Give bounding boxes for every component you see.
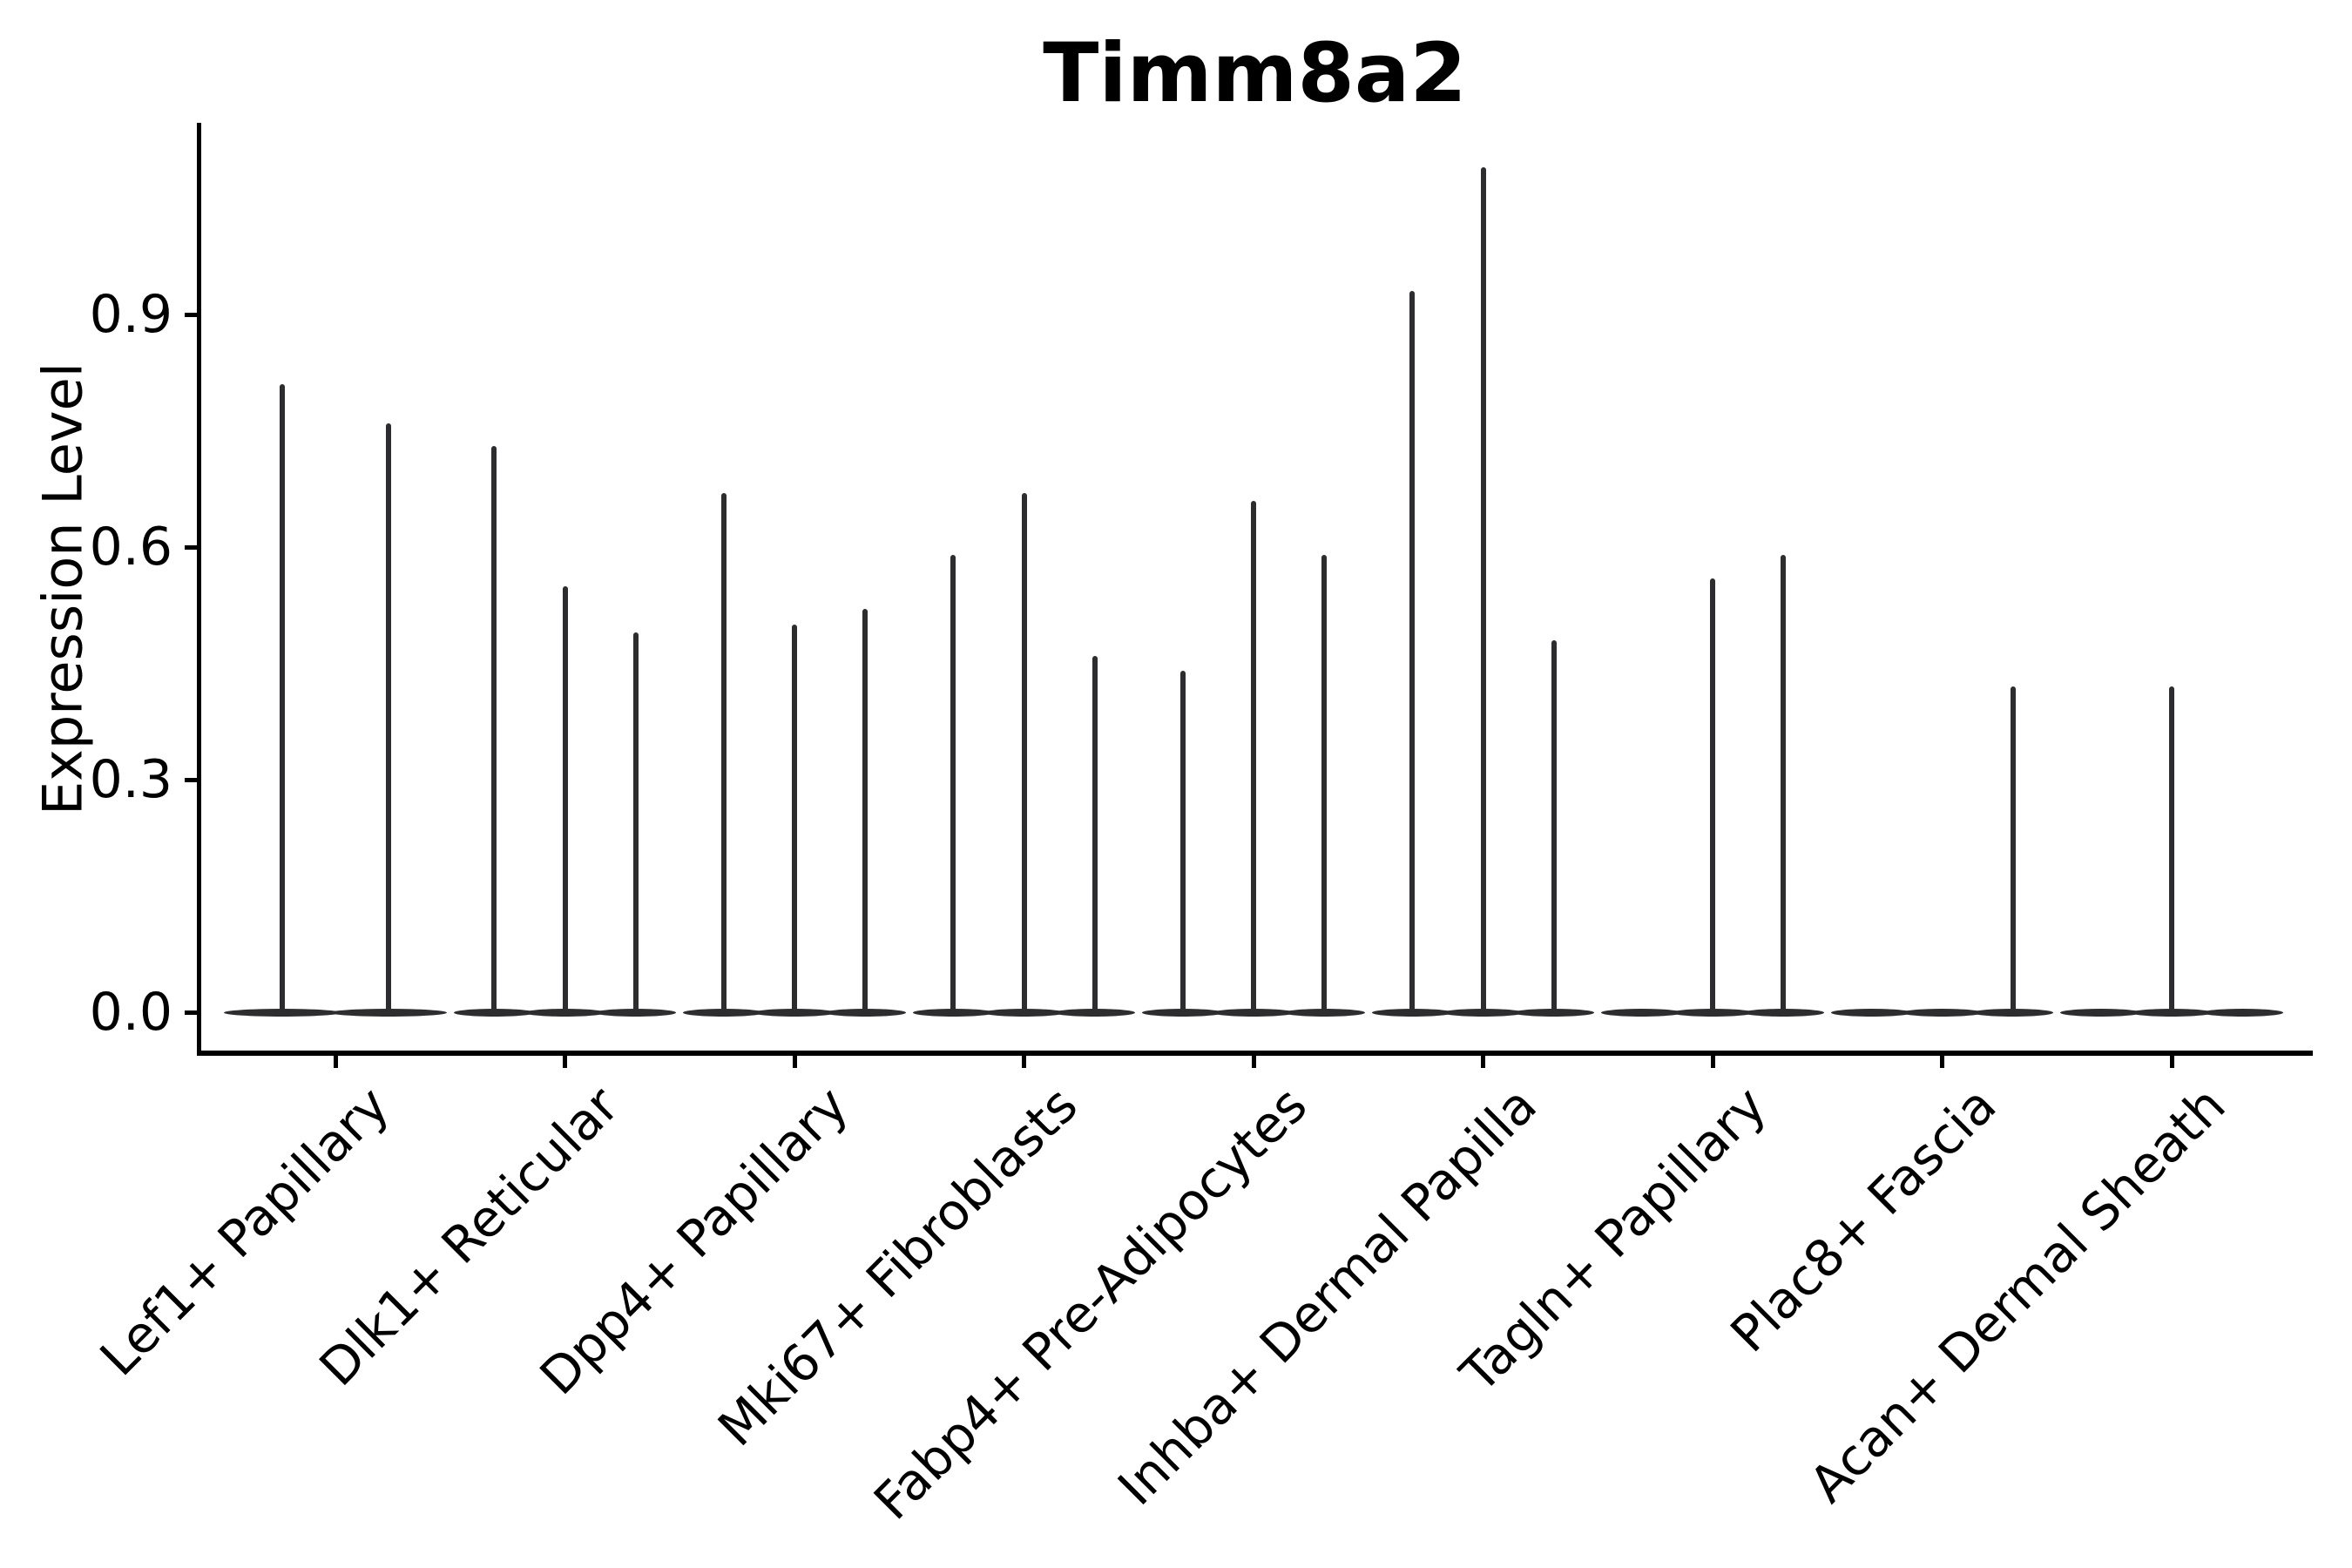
violin-baseline xyxy=(1213,1008,1294,1017)
chart-title: Timm8a2 xyxy=(1043,26,1467,121)
violin-spike xyxy=(1480,166,1486,1012)
violin-spike xyxy=(386,422,391,1012)
violin-baseline xyxy=(1830,1008,1912,1017)
violin-spike xyxy=(1021,492,1027,1012)
violin-spike xyxy=(562,585,568,1012)
x-tick-label: Fabp4+ Pre-Adipocytes xyxy=(862,1075,1319,1531)
violin-baseline xyxy=(1972,1008,2054,1017)
y-tick-label: 0.9 xyxy=(89,284,172,345)
y-tick xyxy=(185,777,197,782)
violin-baseline xyxy=(1672,1008,1754,1017)
y-tick-label: 0.3 xyxy=(89,749,172,810)
x-tick xyxy=(792,1056,797,1068)
violin-baseline xyxy=(912,1008,994,1017)
violin-baseline xyxy=(1054,1008,1136,1017)
y-tick xyxy=(185,1010,197,1015)
violin-baseline xyxy=(2201,1008,2283,1017)
y-tick xyxy=(185,312,197,317)
violin-spike xyxy=(2169,686,2174,1012)
x-tick-label: Inhba+ Dermal Papilla xyxy=(1106,1075,1549,1517)
violin-baseline xyxy=(2060,1008,2142,1017)
violin-baseline xyxy=(330,1008,447,1017)
violin-baseline xyxy=(453,1008,535,1017)
violin-spike xyxy=(2010,686,2016,1012)
violin-baseline xyxy=(824,1008,906,1017)
y-tick-label: 0.0 xyxy=(89,982,172,1043)
violin-baseline xyxy=(1513,1008,1595,1017)
violin-spike xyxy=(792,625,797,1012)
violin-spike xyxy=(950,554,956,1012)
x-tick xyxy=(1022,1056,1026,1068)
violin-spike xyxy=(1251,500,1256,1012)
x-tick xyxy=(2169,1056,2174,1068)
violin-baseline xyxy=(1901,1008,1984,1017)
violin-baseline xyxy=(1601,1008,1683,1017)
x-tick xyxy=(1710,1056,1715,1068)
violin-baseline xyxy=(983,1008,1065,1017)
violin-spike xyxy=(1092,655,1098,1012)
violin-spike xyxy=(1179,671,1186,1012)
violin-baseline xyxy=(1142,1008,1224,1017)
y-tick xyxy=(185,544,197,550)
x-tick xyxy=(1940,1056,1944,1068)
violin-spike xyxy=(491,446,497,1012)
violin-spike xyxy=(1321,554,1328,1012)
x-tick xyxy=(563,1056,567,1068)
violin-baseline xyxy=(1742,1008,1824,1017)
y-axis-spine xyxy=(197,123,201,1056)
violin-baseline xyxy=(595,1008,677,1017)
x-tick xyxy=(1251,1056,1256,1068)
y-axis-label: Expression Level xyxy=(30,362,95,815)
violin-spike xyxy=(280,384,285,1012)
violin-baseline xyxy=(2131,1008,2213,1017)
violin-spike xyxy=(1551,639,1557,1012)
y-tick-label: 0.6 xyxy=(89,517,172,578)
violin-spike xyxy=(862,609,868,1012)
violin-baseline xyxy=(683,1008,765,1017)
violin-baseline xyxy=(524,1008,606,1017)
violin-spike xyxy=(1710,578,1715,1012)
violin-baseline xyxy=(1371,1008,1453,1017)
violin-baseline xyxy=(1283,1008,1365,1017)
violin-spike xyxy=(1409,291,1416,1012)
violin-spike xyxy=(1781,554,1787,1012)
violin-spike xyxy=(720,492,727,1012)
x-axis-spine xyxy=(197,1051,2313,1056)
x-tick xyxy=(1481,1056,1485,1068)
violin-spike xyxy=(632,632,639,1012)
x-tick xyxy=(333,1056,338,1068)
violin-baseline xyxy=(754,1008,835,1017)
violin-baseline xyxy=(224,1008,341,1017)
x-tick-label: Acan+ Dermal Sheath xyxy=(1798,1075,2237,1514)
violin-baseline xyxy=(1442,1008,1524,1017)
